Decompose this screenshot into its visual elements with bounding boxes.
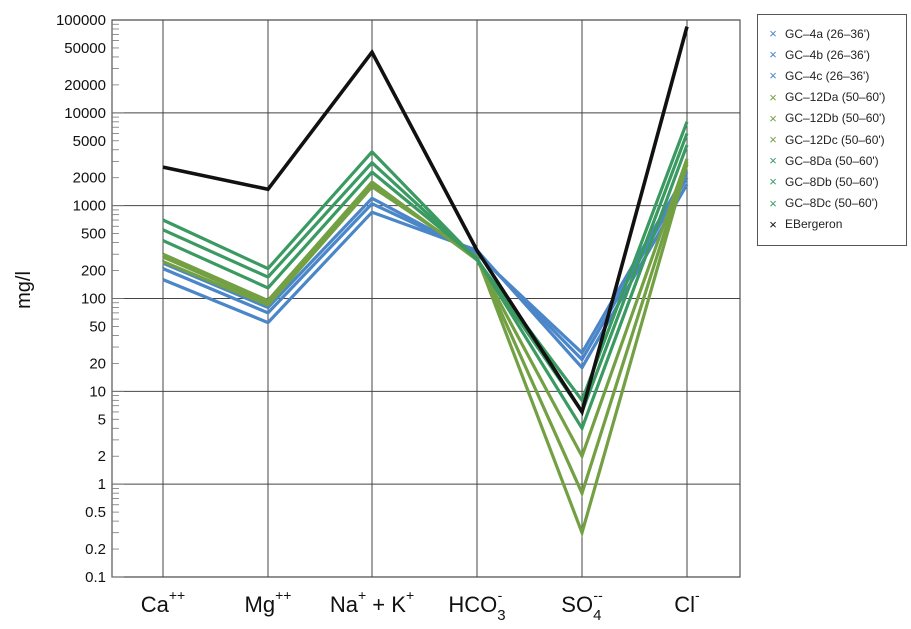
legend-marker-icon: ×	[769, 110, 777, 126]
x-tick-label: Mg++	[245, 587, 292, 617]
y-tick-label: 2	[98, 448, 106, 465]
legend-marker-icon: ×	[769, 26, 777, 42]
y-tick-label: 0.5	[85, 504, 106, 521]
y-tick-label: 100000	[56, 12, 106, 29]
legend-label: GC–8Db (50–60')	[785, 174, 879, 189]
y-axis-label: mg/l	[13, 271, 35, 309]
legend-label: GC–4b (26–36')	[785, 47, 871, 62]
legend-item: × GC–8Da (50–60')	[766, 150, 906, 171]
legend-marker-icon: ×	[769, 153, 777, 169]
legend-item: × GC–12Da (50–60')	[766, 87, 906, 108]
y-tick-label: 100	[81, 291, 106, 308]
x-axis-labels: Ca++ Mg++ Na+ + K+ HCO3- SO4-- Cl-	[141, 587, 700, 624]
legend-marker-icon: ×	[769, 174, 777, 190]
series-line	[162, 176, 689, 363]
legend-item: × EBergeron	[766, 214, 906, 235]
legend-label: GC–12Da (50–60')	[785, 90, 886, 105]
series-lines	[162, 26, 689, 538]
y-tick-label: 50000	[64, 40, 106, 57]
series-line	[162, 183, 689, 371]
series-line	[162, 132, 689, 416]
legend-label: GC–4c (26–36')	[785, 68, 870, 83]
legend-marker-icon: ×	[769, 47, 777, 63]
legend-item: × GC–8Dc (50–60')	[766, 193, 906, 214]
y-tick-label: 10	[89, 383, 106, 400]
x-tick-label: Ca++	[141, 587, 185, 617]
legend-label: GC–12Db (50–60')	[785, 111, 886, 126]
legend-label: EBergeron	[785, 217, 843, 232]
legend-item: × GC–12Db (50–60')	[766, 108, 906, 129]
legend-label: GC–8Dc (50–60')	[785, 196, 878, 211]
y-tick-label: 0.1	[85, 569, 106, 586]
y-tick-label: 1000	[73, 198, 106, 215]
y-tick-label: 50	[89, 318, 106, 335]
legend-marker-icon: ×	[769, 216, 777, 232]
x-tick-label: Na+ + K+	[330, 587, 414, 617]
y-tick-label: 20	[89, 355, 106, 372]
x-tick-label: SO4--	[561, 587, 603, 624]
series-line	[162, 158, 689, 461]
legend-marker-icon: ×	[769, 132, 777, 148]
legend-label: GC–12Dc (50–60')	[785, 132, 885, 147]
series-line	[162, 171, 689, 356]
legend-item: × GC–12Dc (50–60')	[766, 129, 906, 150]
y-tick-label: 20000	[64, 77, 106, 94]
y-tick-label: 0.2	[85, 541, 106, 558]
legend-marker-icon: ×	[769, 195, 777, 211]
y-tick-label: 5000	[73, 133, 106, 150]
legend-marker-icon: ×	[769, 68, 777, 84]
y-tick-label: 1	[98, 476, 106, 493]
legend-label: GC–8Da (50–60')	[785, 153, 879, 168]
y-tick-label: 200	[81, 263, 106, 280]
legend-item: × GC–4c (26–36')	[766, 65, 906, 86]
y-tick-label: 500	[81, 226, 106, 243]
x-tick-label: Cl-	[674, 587, 700, 617]
series-line	[162, 26, 689, 417]
legend-label: GC–4a (26–36')	[785, 26, 871, 41]
x-tick-label: HCO3-	[448, 587, 505, 624]
y-axis-ticks: 100000 50000 20000 10000 5000 2000 1000 500 200 1…	[56, 12, 124, 586]
series-line	[162, 144, 689, 432]
legend-item: × GC–4b (26–36')	[766, 44, 906, 65]
legend-item: × GC–8Db (50–60')	[766, 171, 906, 192]
y-tick-label: 5	[98, 411, 106, 428]
legend: × GC–4a (26–36') × GC–4b (26–36') × GC–4c (26…	[757, 14, 907, 246]
y-tick-label: 2000	[73, 170, 106, 187]
y-tick-label: 10000	[64, 105, 106, 122]
legend-item: × GC–4a (26–36')	[766, 23, 906, 44]
grid	[111, 19, 741, 578]
legend-marker-icon: ×	[769, 89, 777, 105]
